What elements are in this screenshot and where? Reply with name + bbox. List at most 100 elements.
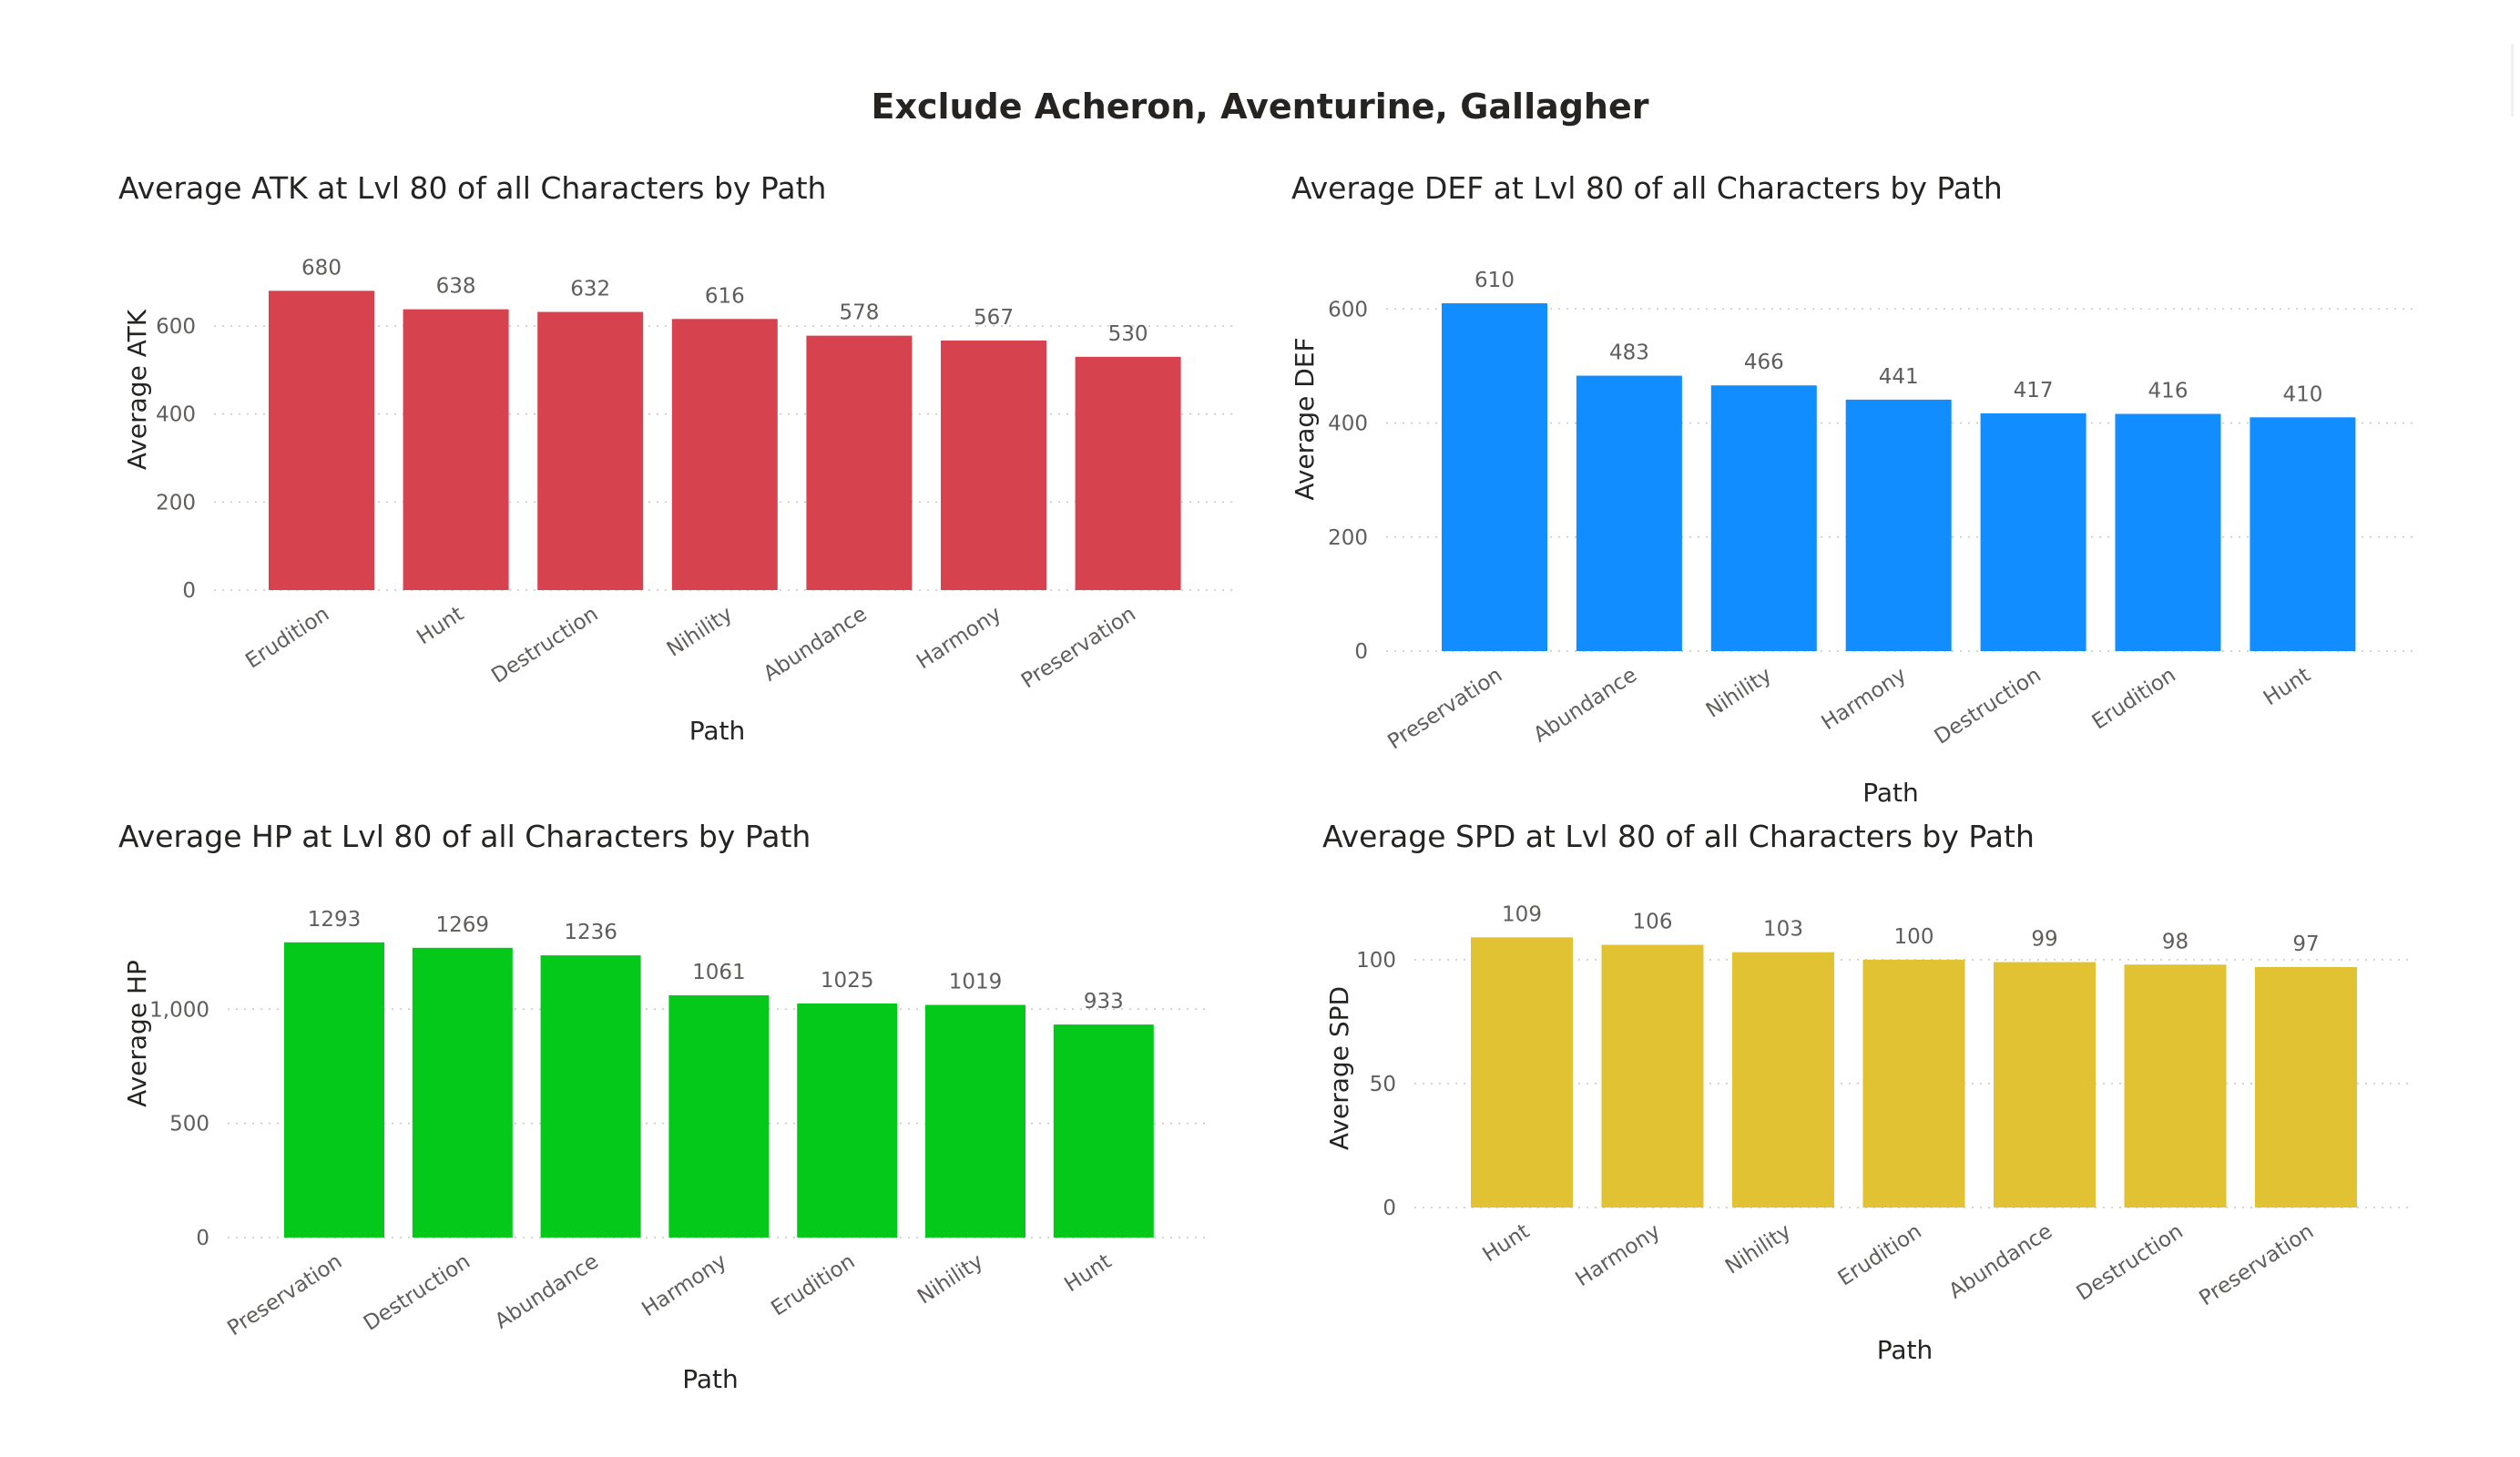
x-axis-label: Path [682,1364,739,1394]
y-tick-label: 0 [196,1227,209,1250]
data-label: 1061 [692,961,746,984]
y-tick-label: 600 [1328,298,1368,321]
y-tick-label: 0 [1354,640,1368,664]
bar-nihility[interactable] [925,1004,1025,1238]
bar-harmony[interactable] [1845,399,1952,651]
x-tick-label: Preservation [1383,663,1506,754]
bar-destruction[interactable] [2124,964,2227,1207]
y-tick-label: 600 [156,315,196,339]
x-tick-label: Abundance [1529,663,1641,747]
bar-hunt[interactable] [2250,417,2356,651]
scrollbar-edge [2511,44,2514,117]
bar-harmony[interactable] [941,340,1046,590]
data-label: 1019 [949,971,1003,994]
x-tick-label: Hunt [413,602,468,649]
data-label: 100 [1894,925,1934,949]
x-tick-label: Nihility [1702,663,1776,722]
x-tick-label: Harmony [1818,663,1911,735]
page-title: Exclude Acheron, Aventurine, Gallagher [871,87,1649,127]
x-tick-label: Destruction [2073,1219,2188,1306]
bar-harmony[interactable] [1601,944,1704,1207]
x-tick-label: Nihility [663,602,737,661]
y-tick-label: 400 [1328,413,1368,436]
x-tick-label: Harmony [913,602,1005,674]
x-tick-label: Destruction [487,602,602,688]
bar-preservation[interactable] [1075,356,1181,590]
x-tick-label: Abundance [760,602,872,686]
bar-abundance[interactable] [806,335,913,590]
x-axis-label: Path [1862,778,1919,808]
data-label: 106 [1633,910,1673,933]
data-label: 610 [1474,269,1515,292]
chart-hp: Average HP at Lvl 80 of all Characters b… [118,819,1211,1394]
data-label: 410 [2282,382,2322,406]
bar-nihility[interactable] [1710,385,1817,651]
bar-nihility[interactable] [1732,952,1834,1207]
y-axis-label: Average DEF [1290,337,1320,500]
bar-abundance[interactable] [1994,962,2096,1207]
bar-preservation[interactable] [1442,303,1547,651]
chart-atk: Average ATK at Lvl 80 of all Characters … [118,170,1239,746]
bar-preservation[interactable] [2255,966,2357,1207]
x-axis-label: Path [689,716,746,746]
data-label: 578 [839,301,879,325]
data-label: 567 [974,306,1014,330]
bar-destruction[interactable] [412,947,513,1238]
data-label: 416 [2148,380,2188,403]
data-label: 99 [2031,928,2057,952]
x-tick-label: Destruction [1931,663,2046,749]
data-label: 1025 [821,969,874,993]
data-label: 417 [2014,379,2054,402]
y-tick-label: 50 [1370,1073,1396,1096]
bar-erudition[interactable] [1862,959,1965,1207]
bar-preservation[interactable] [284,942,384,1238]
data-label: 680 [301,256,342,280]
data-label: 466 [1744,351,1784,374]
x-tick-label: Preservation [1017,602,1140,693]
x-tick-label: Harmony [638,1249,730,1321]
bar-erudition[interactable] [2115,413,2221,651]
x-tick-label: Preservation [2195,1219,2318,1310]
bar-nihility[interactable] [671,319,778,590]
x-tick-label: Nihility [1721,1219,1795,1279]
x-tick-label: Abundance [491,1249,603,1333]
y-tick-label: 200 [1328,526,1368,550]
y-tick-label: 200 [156,491,196,515]
x-tick-label: Hunt [1060,1249,1116,1297]
y-tick-label: 0 [182,579,196,603]
chart-title: Average HP at Lvl 80 of all Characters b… [118,819,811,854]
chart-spd: Average SPD at Lvl 80 of all Characters … [1322,819,2413,1365]
bar-abundance[interactable] [1576,375,1682,651]
data-label: 638 [436,275,476,299]
bar-hunt[interactable] [1053,1024,1154,1238]
y-tick-label: 500 [169,1113,209,1136]
bar-erudition[interactable] [797,1004,898,1238]
bar-hunt[interactable] [403,309,509,590]
bar-destruction[interactable] [1980,413,2086,651]
bar-erudition[interactable] [269,290,374,590]
data-label: 616 [705,284,745,308]
bar-hunt[interactable] [1471,937,1573,1207]
data-label: 530 [1108,322,1148,346]
data-label: 97 [2292,932,2319,956]
x-tick-label: Erudition [767,1249,859,1320]
x-tick-label: Erudition [241,602,333,673]
x-tick-label: Hunt [2260,663,2315,710]
x-tick-label: Destruction [360,1249,474,1336]
x-tick-label: Nihility [913,1249,987,1309]
x-tick-label: Hunt [1479,1219,1535,1267]
bar-harmony[interactable] [668,994,770,1238]
bar-abundance[interactable] [540,955,641,1238]
y-axis-label: Average ATK [122,309,152,470]
x-tick-label: Abundance [1944,1219,2056,1303]
chart-def: Average DEF at Lvl 80 of all Characters … [1290,170,2413,808]
data-label: 1236 [564,921,617,944]
data-label: 632 [570,278,610,301]
chart-title: Average DEF at Lvl 80 of all Characters … [1291,170,2003,206]
y-tick-label: 400 [156,403,196,427]
x-tick-label: Harmony [1571,1219,1664,1291]
bar-destruction[interactable] [537,311,644,590]
data-label: 109 [1502,902,1542,926]
data-label: 933 [1084,990,1124,1014]
